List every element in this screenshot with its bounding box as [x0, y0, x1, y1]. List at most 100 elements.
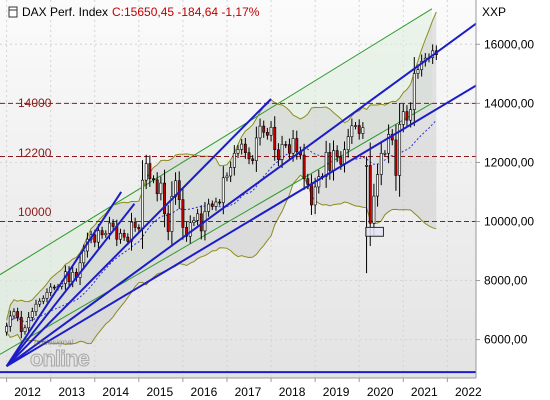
candle-body	[133, 221, 137, 228]
candle-body	[188, 222, 192, 237]
crash-zone-box	[365, 226, 384, 237]
chart-header: DAX Perf. Index C:15650,45 -184,64 -1,17…	[8, 5, 260, 19]
candle-body	[16, 311, 20, 318]
candle-body	[192, 220, 196, 223]
x-tick-label: 2022	[455, 385, 482, 399]
y-tick-label: 10000,00	[484, 214, 534, 228]
candle-body	[240, 143, 244, 150]
candle-body	[166, 213, 170, 232]
candle-body	[52, 286, 56, 289]
trendline	[6, 84, 476, 368]
candle-body	[269, 126, 273, 136]
candle-body	[96, 230, 100, 243]
candle-body	[372, 195, 376, 224]
candle-body	[280, 144, 284, 160]
x-tick-label: 2019	[323, 385, 350, 399]
y-tick-label: 14000,00	[484, 96, 534, 110]
y-tick-label: 6000,00	[484, 333, 528, 347]
candle-body	[254, 137, 258, 161]
candle-body	[306, 178, 310, 185]
candle-body	[82, 250, 86, 264]
candle-body	[310, 183, 313, 206]
price-quote: C:15650,45 -184,64 -1,17%	[112, 5, 260, 19]
candle-body	[243, 143, 247, 153]
x-tick-label: 2013	[58, 385, 85, 399]
x-tick-label: 2020	[367, 385, 394, 399]
y-tick-label: 12000,00	[484, 155, 534, 169]
x-tick-label: 2017	[235, 385, 262, 399]
candle-body	[5, 326, 9, 333]
candle-body	[30, 311, 34, 318]
candle-body	[398, 124, 402, 176]
candle-body	[218, 201, 222, 204]
band-fills	[0, 8, 437, 355]
candle-body	[229, 167, 233, 177]
candle-body	[185, 227, 189, 237]
candle-body	[357, 125, 361, 134]
bollinger-upper	[6, 11, 437, 321]
candle-body	[376, 174, 380, 197]
candle-body	[19, 317, 23, 332]
candle-body	[196, 213, 200, 221]
candle-body	[12, 311, 16, 317]
candle-body	[335, 150, 339, 158]
candle-body	[144, 163, 148, 181]
x-tick-label: 2012	[14, 385, 41, 399]
moving-average-line	[6, 120, 437, 327]
candle-body	[262, 125, 266, 133]
candle-body	[137, 227, 141, 230]
candle-body	[276, 149, 280, 160]
candle-body	[108, 222, 111, 234]
svg-text:online: online	[30, 346, 90, 371]
watermark-logo: tradesignal online	[30, 338, 92, 372]
candle-body	[93, 234, 97, 243]
candle-body	[251, 158, 255, 161]
candle-body	[148, 163, 152, 179]
candle-body	[104, 232, 108, 236]
candle-body	[207, 203, 211, 212]
candle-body	[365, 165, 368, 167]
candle-body	[368, 165, 372, 224]
y-tick-label: 16000,00	[484, 37, 534, 51]
candle-body	[38, 300, 42, 305]
annotations	[365, 226, 384, 237]
candle-body	[8, 315, 12, 327]
candle-body	[122, 232, 126, 238]
x-tick-label: 2021	[411, 385, 438, 399]
candle-body	[361, 127, 365, 134]
trendline	[5, 98, 272, 367]
trendline	[5, 191, 123, 367]
candle-body	[291, 138, 295, 154]
candle-body	[317, 176, 321, 188]
candle-body	[273, 126, 277, 151]
candle-body	[339, 156, 343, 165]
level-label-12200: 12200	[18, 146, 52, 160]
candle-body	[111, 222, 115, 227]
trendlines	[0, 22, 476, 374]
candle-body	[100, 230, 104, 236]
y-axis: 6000,00 8000,00 10000,00 12000,00 14000,00 16…	[476, 37, 534, 347]
channel-lower-line	[0, 102, 433, 355]
candle-body	[350, 125, 354, 138]
candle-body	[170, 196, 174, 232]
candle-body	[181, 199, 185, 228]
candle-body	[49, 286, 53, 293]
candle-body	[163, 182, 166, 215]
candle-body	[354, 125, 357, 127]
x-tick-label: 2015	[146, 385, 173, 399]
window-icon[interactable]	[8, 6, 18, 18]
candle-body	[236, 149, 240, 154]
candle-body	[324, 152, 328, 177]
y-tick-label: 8000,00	[484, 274, 528, 288]
svg-text:tradesignal: tradesignal	[34, 338, 73, 347]
trendline	[6, 22, 476, 367]
x-axis: 2012 2013 2014 2015 2016 2017 2018 2019 2020 2021…	[6, 378, 482, 399]
axis-unit-label: XXP	[482, 5, 506, 19]
x-tick-label: 2018	[279, 385, 306, 399]
candle-body	[401, 111, 405, 125]
trendline	[5, 203, 136, 367]
candle-body	[343, 149, 346, 165]
candle-body	[394, 139, 398, 176]
